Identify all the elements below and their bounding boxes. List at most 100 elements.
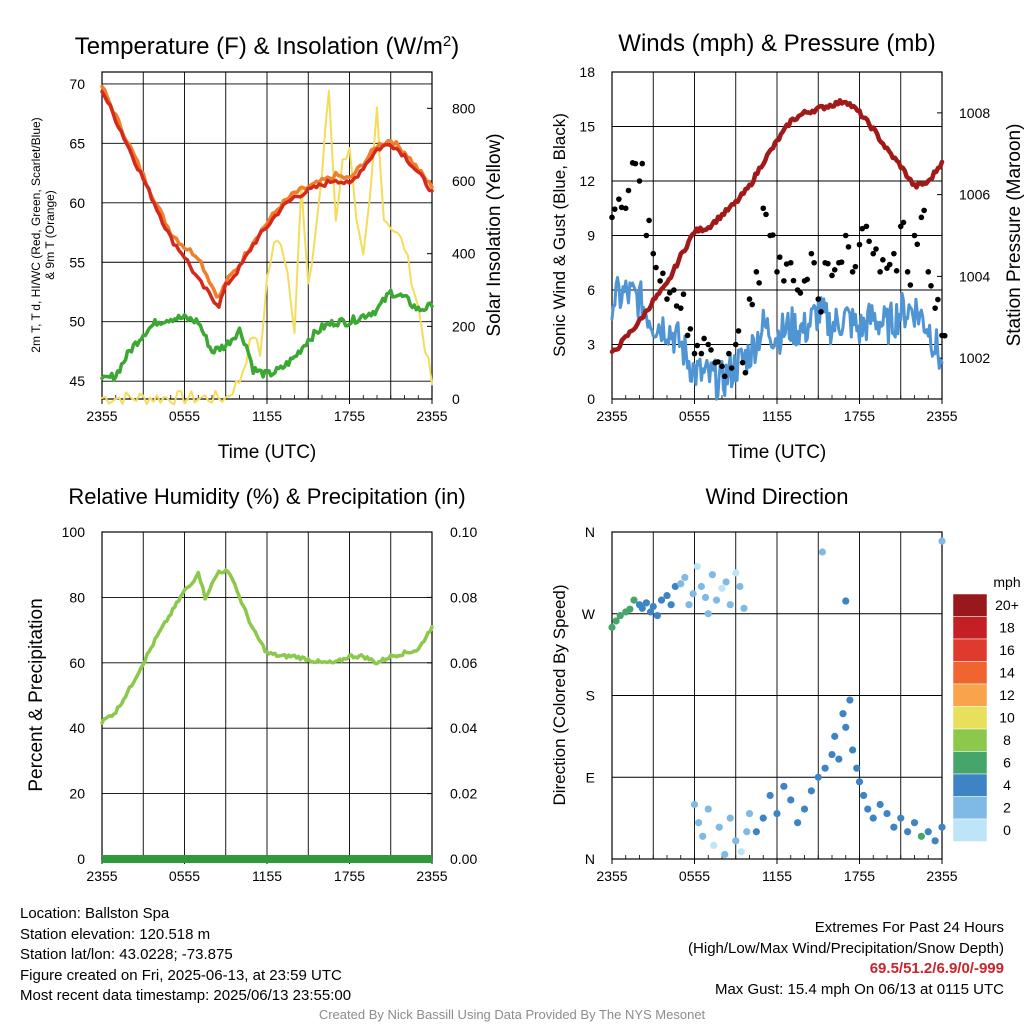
y-tick-label: 45 [69, 373, 85, 389]
direction-point [814, 773, 822, 781]
y-tick-label: 20 [69, 786, 85, 802]
created-text: Figure created on Fri, 2025-06-13, at 23… [20, 966, 342, 984]
colorbar-label: 0 [1003, 822, 1011, 838]
direction-point [726, 814, 734, 822]
direction-point [737, 848, 745, 856]
direction-point [787, 796, 795, 804]
gust-point [721, 373, 728, 380]
direction-point [931, 837, 939, 845]
direction-point [818, 548, 826, 556]
colorbar-swatch [952, 796, 988, 820]
panel-2 [611, 71, 943, 404]
direction-point [766, 791, 774, 800]
y-axis-label: Direction (Colored By Speed) [550, 584, 569, 805]
gust-point [877, 269, 883, 275]
direction-point [689, 590, 697, 598]
direction-point [681, 573, 689, 582]
direction-point [693, 562, 701, 571]
colorbar-label: 10 [999, 710, 1015, 726]
direction-point [715, 823, 723, 831]
gust-point [825, 260, 831, 267]
gust-point [891, 250, 897, 257]
extremes-values: 69.5/51.2/6.9/0/-999 [869, 960, 1004, 977]
y-axis-label: Sonic Wind & Gust (Blue, Black) [550, 113, 569, 357]
colorbar-label: 18 [999, 620, 1015, 636]
gust-point [657, 278, 663, 284]
y2-tick-label: 800 [452, 100, 476, 116]
direction-point [677, 580, 685, 588]
x-axis-label: Time (UTC) [218, 442, 317, 463]
chart-title: Winds (mph) & Pressure (mb) [618, 30, 935, 57]
y-tick-label: E [586, 769, 595, 785]
direction-point [732, 837, 740, 845]
gust-point [739, 359, 746, 366]
recent-data-text: Most recent data timestamp: 2025/06/13 2… [20, 987, 352, 1004]
gust-point [776, 254, 783, 260]
direction-point [671, 582, 679, 591]
chart-title: Relative Humidity (%) & Precipitation (i… [68, 484, 465, 509]
colorbar-label: 2 [1003, 800, 1011, 816]
direction-point [726, 601, 734, 609]
x-tick-label: 0555 [679, 408, 710, 424]
gust-point [746, 296, 753, 302]
y-tick-label: 0 [77, 851, 85, 867]
gust-point [749, 301, 756, 308]
direction-point [704, 805, 712, 813]
gust-point [622, 205, 629, 212]
gust-point [811, 259, 817, 266]
gust-point [760, 205, 767, 212]
direction-point [608, 623, 616, 631]
rh-line [100, 568, 434, 725]
direction-point [630, 596, 638, 604]
x-tick-label: 1155 [252, 868, 282, 884]
colorbar-swatch [952, 773, 988, 797]
y2-tick-label: 0.08 [450, 589, 477, 605]
gust-point [829, 272, 835, 279]
direction-point [721, 850, 729, 859]
direction-point [752, 828, 760, 836]
x-tick-label: 1755 [334, 408, 365, 424]
x-tick-label: 0555 [169, 868, 200, 884]
gust-point [609, 214, 615, 221]
y2-tick-label: 1002 [959, 350, 990, 366]
gust-point [790, 277, 797, 284]
gust-point [845, 244, 852, 250]
direction-point [642, 599, 650, 607]
x-tick-label: 1155 [252, 408, 282, 424]
direction-point [704, 610, 712, 618]
direction-point [732, 569, 740, 577]
direction-point [807, 787, 815, 795]
y2-axis-label: Solar Insolation (Yellow) [484, 133, 505, 336]
gust-point [726, 350, 732, 357]
direction-point [649, 602, 657, 611]
y2-tick-label: 200 [452, 318, 476, 334]
direction-point [718, 584, 726, 592]
y2-tick-label: 0 [452, 391, 460, 407]
y2-tick-label: 0.00 [450, 851, 477, 867]
colorbar-label: 20+ [995, 597, 1019, 613]
station-info: Location: Ballston Spa Station elevation… [20, 904, 351, 1007]
panel-3 [101, 531, 433, 864]
y-tick-label: 12 [579, 173, 595, 189]
colorbar-swatch [952, 706, 988, 730]
colorbar-title: mph [993, 574, 1020, 590]
gust-point [893, 268, 900, 274]
gust-point [921, 207, 927, 214]
gust-point [653, 264, 659, 271]
direction-point [860, 791, 868, 800]
pressure-line [609, 97, 945, 355]
direction-point [699, 832, 707, 840]
direction-point [638, 604, 646, 612]
direction-point [938, 537, 946, 545]
y-tick-label: 70 [69, 76, 85, 92]
y-tick-label: 50 [69, 314, 85, 330]
y-tick-label: 6 [587, 282, 595, 298]
gust-point [856, 241, 863, 248]
colorbar-swatch [952, 728, 988, 752]
gust-point [632, 160, 639, 167]
gust-point [677, 305, 684, 311]
gust-point [636, 178, 643, 184]
gust-point [698, 350, 705, 357]
colorbar-label: 12 [999, 687, 1015, 703]
